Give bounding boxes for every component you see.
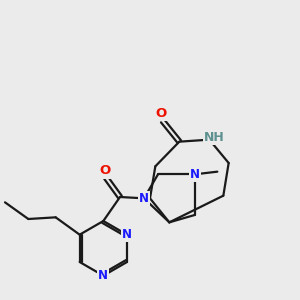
Text: NH: NH — [204, 131, 224, 144]
Text: N: N — [122, 228, 132, 241]
Text: N: N — [190, 168, 200, 181]
Text: N: N — [98, 269, 108, 282]
Text: O: O — [100, 164, 111, 178]
Text: O: O — [156, 107, 167, 120]
Text: N: N — [139, 192, 149, 205]
